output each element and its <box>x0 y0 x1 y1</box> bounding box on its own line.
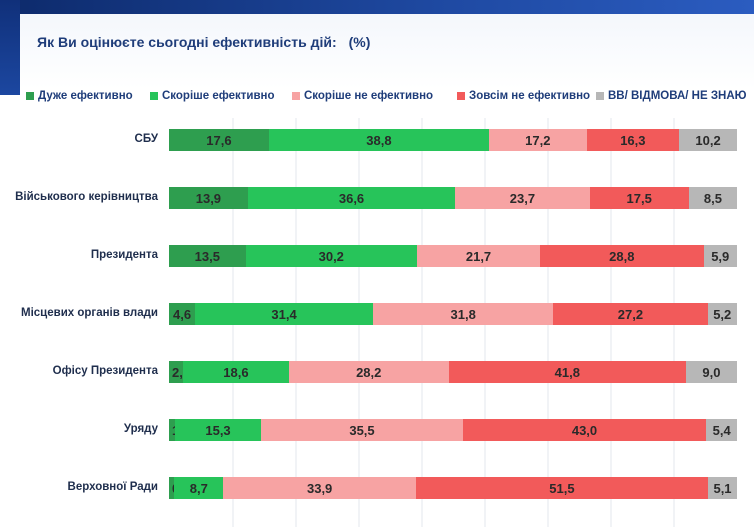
legend-label: Скоріше ефективно <box>162 90 275 102</box>
chart-title: Як Ви оцінюєте сьогодні ефективність дій… <box>37 34 370 50</box>
legend-label: ВВ/ ВІДМОВА/ НЕ ЗНАЮ <box>608 90 747 102</box>
bar-segment-rather-effective: 31,4 <box>195 303 374 325</box>
legend-swatch <box>150 92 158 100</box>
bar-segment-rather-effective: 8,7 <box>174 477 224 499</box>
bar-segment-rather-not-effective: 35,5 <box>261 419 463 441</box>
bar-segment-rather-effective: 18,6 <box>183 361 289 383</box>
bar-segment-dk-refusal: 5,2 <box>707 303 737 325</box>
legend-swatch <box>26 92 34 100</box>
row-label: Верховної Ради <box>67 481 158 493</box>
bar-segment-rather-not-effective: 31,8 <box>373 303 554 325</box>
legend-label: Скоріше не ефективно <box>304 90 434 102</box>
bar-segment-not-effective: 41,8 <box>448 361 686 383</box>
row-label: СБУ <box>134 133 158 145</box>
bar-segment-rather-effective: 30,2 <box>245 245 417 267</box>
title-text: Як Ви оцінюєте сьогодні ефективність дій… <box>37 34 337 50</box>
bar-segment-dk-refusal: 9,0 <box>685 361 737 383</box>
bar-segment-very-effective: 2,5 <box>169 361 190 383</box>
bar-segment-not-effective: 27,2 <box>553 303 708 325</box>
bar-segment-rather-effective: 36,6 <box>247 187 456 209</box>
bar-segment-dk-refusal: 8,5 <box>688 187 737 209</box>
bar-segment-not-effective: 28,8 <box>540 245 704 267</box>
bar-segment-dk-refusal: 5,1 <box>708 477 737 499</box>
bar-segment-very-effective: 4,6 <box>169 303 196 325</box>
bar-segment-rather-not-effective: 21,7 <box>416 245 541 267</box>
legend-label: Дуже ефективно <box>38 90 133 102</box>
legend-swatch <box>292 92 300 100</box>
bar-segment-not-effective: 16,3 <box>586 129 680 151</box>
bar-segment-dk-refusal: 5,9 <box>703 245 737 267</box>
row-label: Президента <box>90 249 158 261</box>
row-label: Військового керівництва <box>15 191 158 203</box>
bar-segment-rather-not-effective: 28,2 <box>288 361 449 383</box>
legend-swatch <box>457 92 465 100</box>
bar-segment-very-effective: 13,9 <box>169 187 248 209</box>
bar-segment-very-effective: 17,6 <box>169 129 269 151</box>
header-band <box>0 0 754 14</box>
legend-item-rather-effective: Скоріше ефективно <box>150 90 275 102</box>
row-label: Уряду <box>123 423 158 435</box>
legend-item-dk-refusal: ВВ/ ВІДМОВА/ НЕ ЗНАЮ <box>596 90 747 102</box>
bar-segment-rather-effective: 38,8 <box>268 129 490 151</box>
side-band <box>0 0 20 95</box>
legend-item-not-effective: Зовсім не ефективно <box>457 90 590 102</box>
bar-segment-rather-effective: 15,3 <box>174 419 262 441</box>
legend: Дуже ефективно Скоріше ефективно Скоріше н… <box>26 90 754 106</box>
row-label: Офісу Президента <box>52 365 158 377</box>
row-label: Місцевих органів влади <box>21 307 158 319</box>
title-panel <box>20 14 754 89</box>
bar-segment-dk-refusal: 10,2 <box>679 129 737 151</box>
bar-segment-rather-not-effective: 23,7 <box>455 187 590 209</box>
bar-segment-rather-not-effective: 17,2 <box>489 129 587 151</box>
legend-swatch <box>596 92 604 100</box>
title-unit: (%) <box>348 34 371 50</box>
bar-segment-not-effective: 51,5 <box>415 477 709 499</box>
bar-segment-dk-refusal: 5,4 <box>706 419 737 441</box>
bar-segment-rather-not-effective: 33,9 <box>223 477 416 499</box>
legend-item-very-effective: Дуже ефективно <box>26 90 133 102</box>
legend-label: Зовсім не ефективно <box>469 90 591 102</box>
bar-segment-very-effective: 13,5 <box>169 245 246 267</box>
bar-segment-not-effective: 17,5 <box>589 187 689 209</box>
legend-item-rather-not-effective: Скоріше не ефективно <box>292 90 433 102</box>
bar-segment-not-effective: 43,0 <box>462 419 707 441</box>
